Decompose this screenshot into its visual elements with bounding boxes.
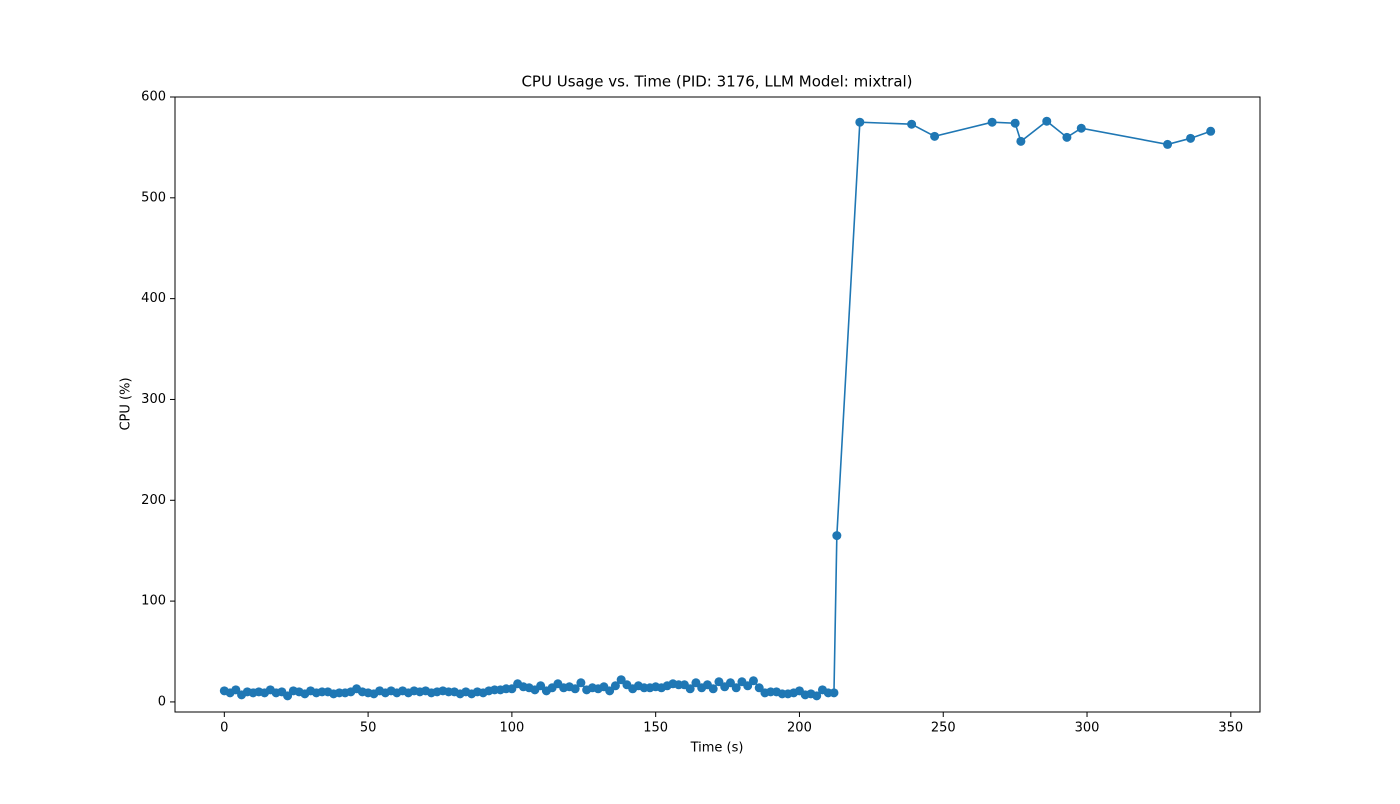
y-tick-label: 300 <box>141 392 166 407</box>
data-point <box>1186 133 1196 143</box>
data-point <box>1016 136 1026 146</box>
x-tick-label: 350 <box>1218 721 1243 736</box>
x-tick-label: 100 <box>499 721 524 736</box>
data-point <box>748 676 758 686</box>
data-point <box>1076 123 1086 133</box>
data-point <box>829 688 839 698</box>
x-tick-label: 300 <box>1075 721 1100 736</box>
y-tick-label: 200 <box>141 493 166 508</box>
plot-frame <box>174 96 1261 713</box>
x-tick-label: 150 <box>643 721 668 736</box>
data-point <box>731 683 741 693</box>
data-point <box>832 531 842 541</box>
y-tick-label: 600 <box>141 90 166 105</box>
data-point <box>907 119 917 129</box>
data-point <box>1010 118 1020 128</box>
data-point <box>576 678 586 688</box>
y-tick-label: 500 <box>141 190 166 205</box>
x-tick-label: 200 <box>787 721 812 736</box>
x-tick-label: 250 <box>931 721 956 736</box>
data-point <box>855 117 865 127</box>
x-tick-label: 50 <box>360 721 377 736</box>
y-axis-label: CPU (%) <box>119 377 134 430</box>
data-point <box>1163 139 1173 149</box>
data-point <box>1062 132 1072 142</box>
data-point <box>685 684 695 694</box>
data-point <box>930 131 940 141</box>
x-axis-label: Time (s) <box>690 741 744 756</box>
chart-title: CPU Usage vs. Time (PID: 3176, LLM Model… <box>521 73 912 91</box>
data-point <box>1042 116 1052 126</box>
data-point <box>708 684 718 694</box>
data-point <box>812 691 822 701</box>
data-point <box>570 684 580 694</box>
y-tick-label: 100 <box>141 594 166 609</box>
data-point <box>1206 126 1216 136</box>
data-point <box>987 117 997 127</box>
data-point <box>610 681 620 691</box>
y-tick-label: 0 <box>158 694 166 709</box>
y-tick-label: 400 <box>141 291 166 306</box>
x-tick-label: 0 <box>220 721 228 736</box>
